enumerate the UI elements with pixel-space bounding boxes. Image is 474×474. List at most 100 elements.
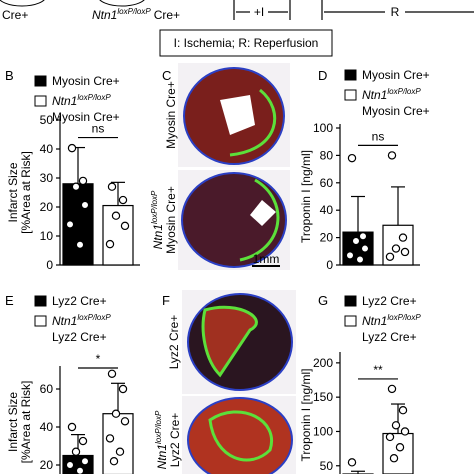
legend-swatch: [34, 315, 47, 327]
histology-panel: F Lyz2 Cre+ Ntn1loxP/loxP Lyz2 Cre+: [154, 290, 296, 474]
data-point: [71, 447, 81, 456]
data-point: [120, 417, 130, 426]
data-point: [111, 211, 121, 220]
legend-label: Myosin Cre+: [52, 74, 120, 88]
data-point: [67, 422, 77, 432]
image-label: Myosin Cre+: [164, 186, 178, 254]
legend-label: Lyz2 Cre+: [52, 330, 107, 344]
image-label: Lyz2 Cre+: [168, 413, 182, 468]
y-tick-label: 150: [313, 390, 333, 404]
image-label: Ntn1loxP/loxP: [154, 410, 169, 469]
image-label: Myosin Cre+: [164, 81, 178, 149]
y-tick-label: 30: [40, 171, 54, 185]
panel-label: G: [318, 293, 328, 308]
data-point: [398, 233, 408, 242]
ischemia-label: +I: [254, 5, 264, 19]
legend-label: Myosin Cre+: [52, 110, 120, 124]
data-point: [387, 151, 397, 160]
schematic: Cre+ Ntn1loxP/loxP Cre+ +I R I: Ischemia;…: [0, 0, 474, 57]
data-point: [395, 443, 405, 452]
panel-label: B: [5, 68, 14, 83]
infarct-outline: [201, 305, 258, 378]
legend-label: Ntn1loxP/loxP: [52, 313, 111, 328]
legend-swatch: [344, 89, 357, 101]
data-point: [400, 247, 410, 257]
data-point: [105, 239, 115, 249]
scale-label: 1mm: [253, 252, 280, 266]
significance-label: ns: [92, 122, 105, 136]
data-point: [67, 143, 77, 153]
y-tick-label: 50: [320, 459, 334, 473]
legend-swatch: [34, 95, 47, 107]
mouse-label: Ntn1loxP/loxP Cre+: [92, 7, 180, 22]
data-point: [80, 200, 90, 210]
data-point: [71, 182, 81, 191]
data-point: [118, 384, 128, 394]
lumen: [250, 200, 276, 226]
y-tick-label: 40: [320, 203, 334, 217]
bar-chart: D 0 20 40 60 80 100 Troponin I [ng/ml] Myosin Cr…: [299, 68, 430, 272]
data-point: [398, 405, 408, 415]
legend-swatch: [344, 69, 357, 81]
histology-panel: C 1mm Myosin Cre+ Ntn1loxP/loxP Myosin C…: [150, 63, 290, 270]
legend-label: Ntn1loxP/loxP: [362, 313, 421, 328]
legend-label: Ntn1loxP/loxP: [52, 93, 111, 108]
y-tick-label: 200: [313, 356, 333, 370]
y-axis-label: Troponin I [ng/ml]: [299, 369, 313, 462]
lumen: [220, 95, 255, 135]
data-point: [75, 240, 85, 249]
data-point: [80, 457, 90, 466]
y-tick-label: 20: [320, 231, 334, 245]
image-label: Ntn1loxP/loxP: [150, 190, 165, 249]
significance-label: *: [96, 352, 101, 366]
y-axis-label: Infarct Size: [6, 392, 20, 452]
y-tick-label: 60: [40, 382, 54, 396]
y-axis-label: Infarct Size: [6, 162, 20, 222]
data-point: [65, 220, 75, 229]
bar-chart: E 20 40 60 Infarct Size [%Area at Risk] Lyz2 C…: [5, 293, 134, 474]
data-point: [75, 466, 85, 474]
y-tick-label: 60: [320, 176, 334, 190]
y-tick-label: 50: [40, 113, 54, 127]
legend-swatch: [34, 75, 47, 87]
data-point: [109, 457, 119, 466]
significance-label: **: [373, 363, 383, 377]
legend-label: Lyz2 Cre+: [362, 294, 417, 308]
data-point: [65, 460, 75, 470]
data-point: [107, 182, 117, 191]
mouse-icon: [0, 0, 45, 7]
y-tick-label: 80: [320, 148, 334, 162]
mouse-icon: [99, 0, 145, 7]
infarct-outline: [229, 88, 277, 157]
data-point: [78, 436, 88, 446]
data-point: [389, 454, 399, 463]
data-point: [360, 244, 370, 253]
legend-label: Ntn1loxP/loxP: [362, 87, 421, 102]
data-point: [358, 232, 368, 241]
key-text: I: Ischemia; R: Reperfusion: [174, 36, 319, 50]
data-point: [385, 252, 395, 261]
legend-label: Myosin Cre+: [362, 68, 430, 82]
panel-label: F: [162, 293, 170, 308]
data-point: [351, 236, 361, 246]
legend-swatch: [34, 295, 47, 307]
legend-label: Lyz2 Cre+: [362, 330, 417, 344]
data-point: [345, 251, 355, 260]
heart-section: [181, 172, 287, 268]
data-point: [107, 369, 117, 378]
data-point: [347, 153, 357, 163]
bar-chart: B 0 10 20 30 40 50 Infarct Size [%Area at Risk] M…: [5, 68, 140, 272]
data-point: [355, 255, 365, 264]
y-axis-label: Troponin I [ng/ml]: [299, 150, 313, 243]
data-point: [385, 432, 395, 442]
image-label: Lyz2 Cre+: [167, 315, 181, 370]
y-tick-label: 40: [40, 420, 54, 434]
data-point: [120, 221, 130, 231]
y-tick-label: 20: [40, 458, 54, 472]
data-point: [387, 384, 397, 394]
reperfusion-label: R: [391, 5, 400, 19]
data-point: [391, 244, 401, 253]
y-axis-label: [%Area at Risk]: [19, 151, 33, 234]
significance-label: ns: [372, 129, 385, 143]
